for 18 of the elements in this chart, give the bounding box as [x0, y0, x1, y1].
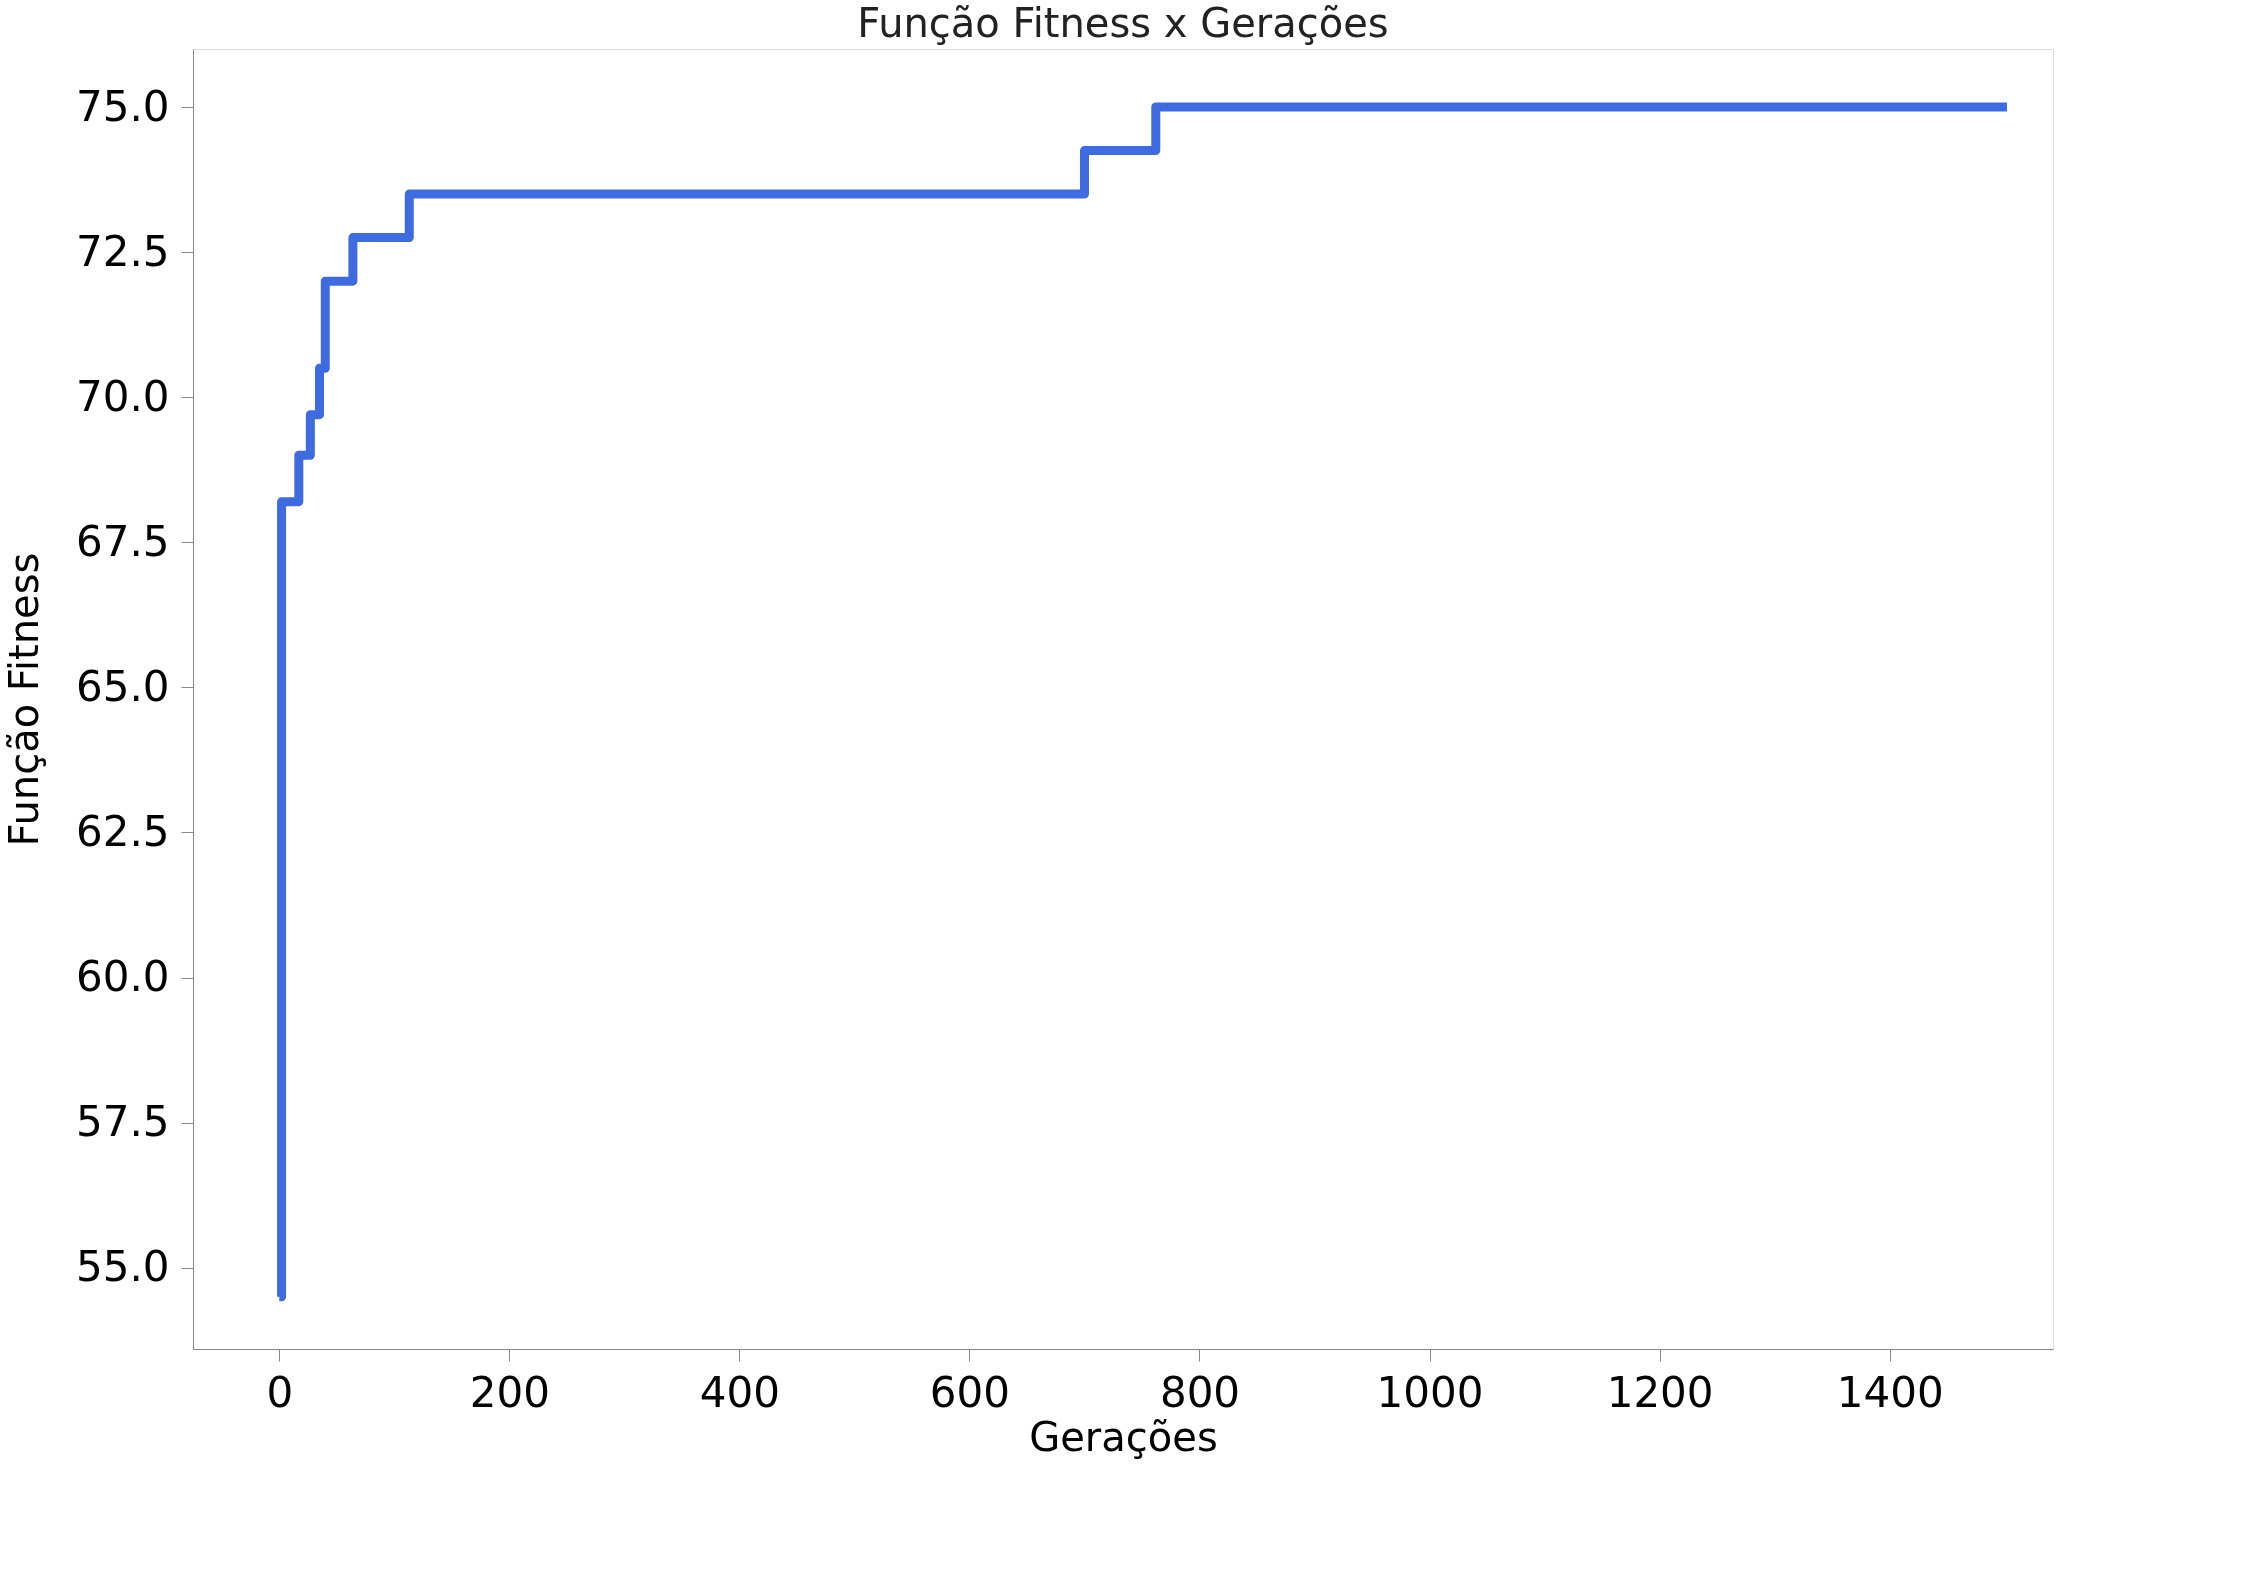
x-tick-label: 1400 [1836, 1367, 1944, 1417]
y-axis-title: Função Fitness [0, 552, 47, 847]
y-tick-label: 55.0 [75, 1242, 170, 1292]
y-tick-label: 67.5 [75, 516, 170, 566]
x-tick-label: 1200 [1606, 1367, 1714, 1417]
y-tick-label: 65.0 [75, 661, 170, 711]
y-tick-label: 70.0 [75, 371, 170, 421]
y-tick-label: 72.5 [75, 226, 170, 276]
y-tick-label: 57.5 [75, 1097, 170, 1147]
x-tick-label: 200 [469, 1367, 550, 1417]
y-tick-label: 60.0 [75, 952, 170, 1002]
y-tick-label: 75.0 [75, 81, 170, 131]
x-tick-label: 0 [266, 1367, 294, 1417]
y-tick-label: 62.5 [75, 806, 170, 856]
x-tick-label: 1000 [1376, 1367, 1484, 1417]
x-tick-label: 400 [699, 1367, 780, 1417]
x-tick-label: 600 [929, 1367, 1011, 1417]
chart-title: Função Fitness x Gerações [857, 0, 1389, 46]
